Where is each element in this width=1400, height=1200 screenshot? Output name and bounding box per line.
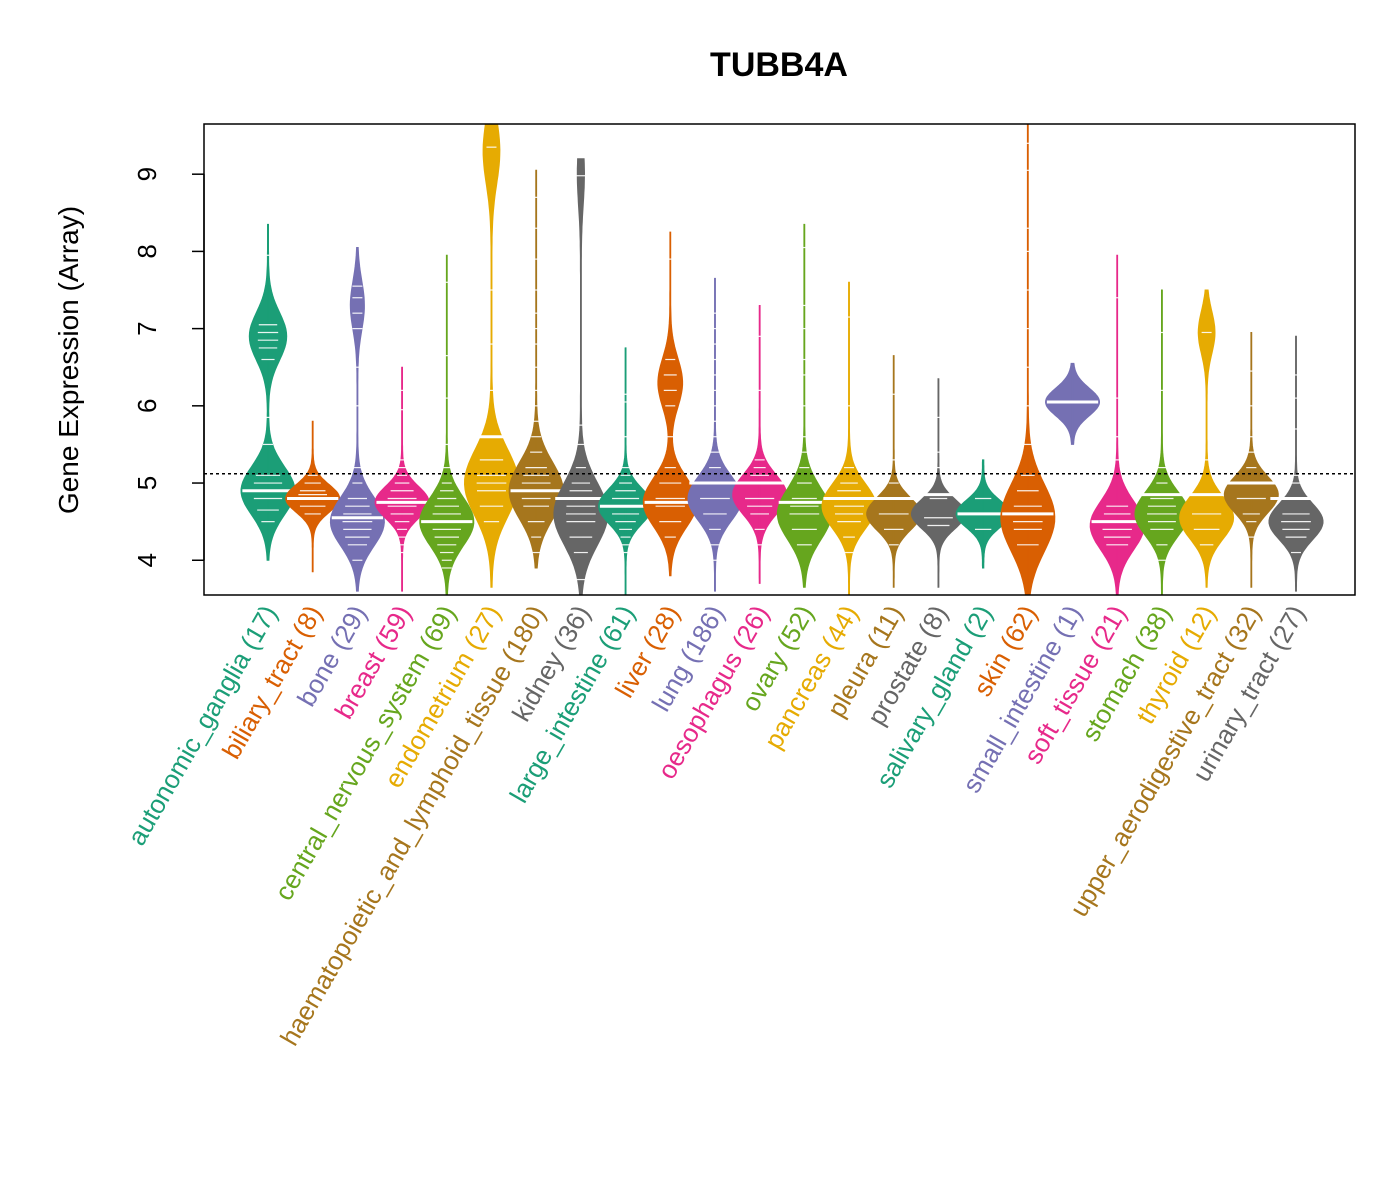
y-tick-label: 8 [132,244,162,258]
violin-lung [687,277,743,592]
chart-title: TUBB4A [710,46,848,84]
violin-thyroid [1179,289,1235,588]
violin-prostate [910,378,966,588]
violin-ovary [776,223,832,588]
y-tick-label: 5 [132,476,162,490]
violin-haematopoietic_and_lymphoid_tissue [508,169,564,569]
y-tick-label: 6 [132,399,162,413]
violin-bone [329,247,385,592]
violin-skin [1000,123,1056,596]
violin-urinary_tract [1268,335,1324,592]
violin-soft_tissue [1089,254,1145,596]
violin-autonomic_ganglia [240,223,296,561]
violin-small_intestine [1044,362,1100,445]
violin-upper_aerodigestive_tract [1223,332,1279,588]
violin-stomach [1134,289,1190,596]
violin-kidney [553,158,609,596]
violin-oesophagus [732,305,788,584]
violin-biliary_tract [285,420,341,573]
x-axis-labels: autonomic_ganglia (17)biliary_tract (8)b… [121,600,1311,1051]
y-tick-label: 4 [132,553,162,567]
violin-breast [374,366,430,592]
violins-layer [240,123,1324,596]
violin-salivary_gland [955,459,1011,569]
violin-central_nervous_system [419,254,475,596]
violin-liver [642,231,698,577]
y-tick-label: 9 [132,167,162,181]
y-axis-label: Gene Expression (Array) [53,206,84,514]
violin-pleura [866,355,922,588]
y-tick-label: 7 [132,321,162,335]
y-axis: 4 5 6 7 8 9 [132,167,205,567]
violin-pancreas [821,281,877,596]
violin-large_intestine [598,347,654,596]
